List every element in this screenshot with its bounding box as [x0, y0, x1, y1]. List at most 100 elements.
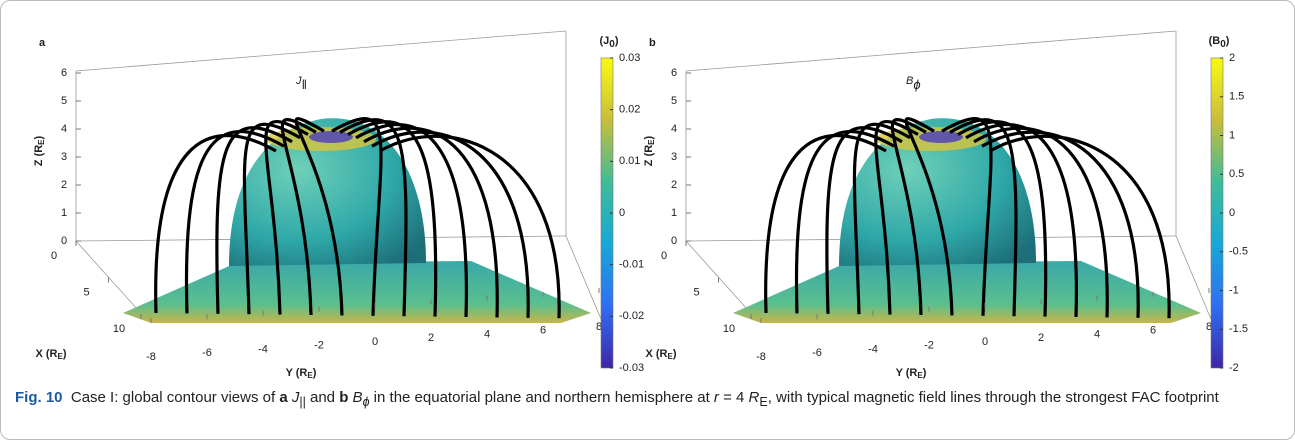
field-line: [904, 117, 954, 316]
colorbar-tick-label: 1: [1229, 129, 1235, 141]
field-line: [852, 122, 911, 315]
colorbar-title-sub: 0: [1220, 39, 1226, 50]
colorbar-tick-label: -1: [1229, 284, 1239, 296]
colorbar-tick-label: 2: [1229, 52, 1235, 64]
colorbar-title: (B0): [1209, 35, 1230, 50]
y-tick-label: -6: [202, 347, 212, 359]
field-line: [949, 118, 1018, 317]
x-axis-label: X (RE): [35, 348, 66, 361]
z-tick-label: 1: [61, 207, 67, 219]
z-axis-label-sub: E: [647, 139, 656, 145]
x-tick-label: 10: [113, 323, 125, 335]
x-axis-label-sub: E: [57, 352, 63, 361]
y-axis-label-part: Y (R: [896, 367, 918, 379]
y-tick-label: 2: [1038, 332, 1044, 344]
caption-text: ||: [299, 395, 306, 409]
y-axis-label-sub: E: [917, 371, 923, 380]
colorbar-tick-label: 0: [1229, 207, 1235, 219]
z-tick-label: 4: [61, 123, 67, 135]
y-tick-label: 0: [372, 336, 378, 348]
field-line: [957, 120, 1048, 317]
colorbar-tick-label: -0.01: [619, 259, 644, 271]
z-tick-label: 5: [61, 95, 67, 107]
x-tick-label: 5: [693, 286, 699, 298]
caption-text: = 4: [718, 389, 749, 406]
z-tick-label: 6: [671, 67, 677, 79]
equatorial-surface: [123, 261, 591, 323]
caption-text: J: [291, 389, 300, 406]
field-line: [242, 122, 301, 315]
y-axis-label-sub: E: [307, 371, 313, 380]
field-line: [294, 117, 344, 316]
panel-label: b: [649, 37, 656, 49]
plot-title: J‖: [295, 75, 307, 93]
plot-title: Bϕ: [906, 75, 921, 93]
x-tick-label: 0: [51, 250, 57, 262]
caption-text: R: [748, 389, 760, 406]
panel-label: a: [39, 37, 46, 49]
z-tick-label: 3: [61, 151, 67, 163]
colorbar-tick-label: 0.03: [619, 52, 640, 64]
colorbar-title-sub: 0: [609, 39, 615, 50]
y-tick-label: -6: [812, 347, 822, 359]
y-axis-label: Y (RE): [286, 367, 317, 380]
z-axis-label-part: ): [643, 135, 655, 139]
y-axis-label: Y (RE): [896, 367, 927, 380]
y-tick-label: 6: [540, 325, 546, 337]
z-tick-label: 0: [61, 235, 67, 247]
y-tick-label: 4: [1094, 328, 1100, 340]
caption-text: r: [713, 389, 719, 406]
z-axis-label: Z (RE): [33, 135, 46, 166]
field-line: [981, 130, 1140, 318]
caption-text: ϕ: [362, 395, 370, 409]
caption-text: , with typical magnetic field lines thro…: [767, 389, 1219, 406]
y-tick-label: -8: [756, 351, 766, 363]
box-edge: [75, 240, 147, 320]
y-tick-label: 0: [982, 336, 988, 348]
colorbar-tick-label: -0.03: [619, 362, 644, 374]
field-line: [941, 117, 993, 316]
colorbar-title-part: ): [615, 35, 619, 47]
y-tick-label: -8: [146, 351, 156, 363]
plot-title-sub: ϕ: [913, 77, 920, 92]
y-tick-label: 6: [1150, 325, 1156, 337]
colorbar-tick-label: 1.5: [1229, 91, 1244, 103]
y-axis-label-part: ): [313, 367, 317, 379]
y-tick-label: 8: [1206, 321, 1212, 333]
hemisphere-cap: [309, 131, 353, 143]
caption-text: a: [279, 389, 288, 406]
field-line: [965, 123, 1078, 318]
box-edge: [685, 240, 757, 320]
field-line: [184, 129, 285, 314]
colorbar-tick-label: 0.01: [619, 155, 640, 167]
field-line: [339, 118, 408, 317]
colorbar-title-part: ): [1226, 35, 1230, 47]
equatorial-surface: [733, 261, 1201, 323]
box-edge: [685, 30, 1177, 72]
caption-text: and: [305, 389, 340, 406]
colorbar-tick-label: 0: [619, 207, 625, 219]
field-line: [363, 126, 499, 318]
z-tick-label: 1: [671, 207, 677, 219]
x-tick-label: 5: [83, 286, 89, 298]
z-axis-label: Z (RE): [643, 135, 656, 166]
field-line: [371, 130, 530, 318]
z-tick-label: 2: [61, 179, 67, 191]
y-axis-label-part: Y (R: [286, 367, 308, 379]
x-axis-label: X (RE): [645, 348, 676, 361]
y-tick-label: 8: [596, 321, 602, 333]
field-line: [379, 134, 561, 319]
x-axis-label-sub: E: [667, 352, 673, 361]
y-tick-label: -4: [258, 343, 268, 355]
z-axis-label-part: ): [33, 135, 45, 139]
plot-title-symbol: J: [295, 75, 302, 87]
z-tick-label: 2: [671, 179, 677, 191]
z-axis-label-part: Z (R: [33, 145, 45, 166]
hemisphere-cap: [919, 131, 963, 143]
z-tick-label: 6: [61, 67, 67, 79]
z-tick-label: 3: [671, 151, 677, 163]
colorbar-tick-label: 0.5: [1229, 168, 1244, 180]
x-axis-label-part: X (R: [35, 348, 57, 360]
colorbar-tick-label: -2: [1229, 362, 1239, 374]
y-tick-label: -4: [868, 343, 878, 355]
